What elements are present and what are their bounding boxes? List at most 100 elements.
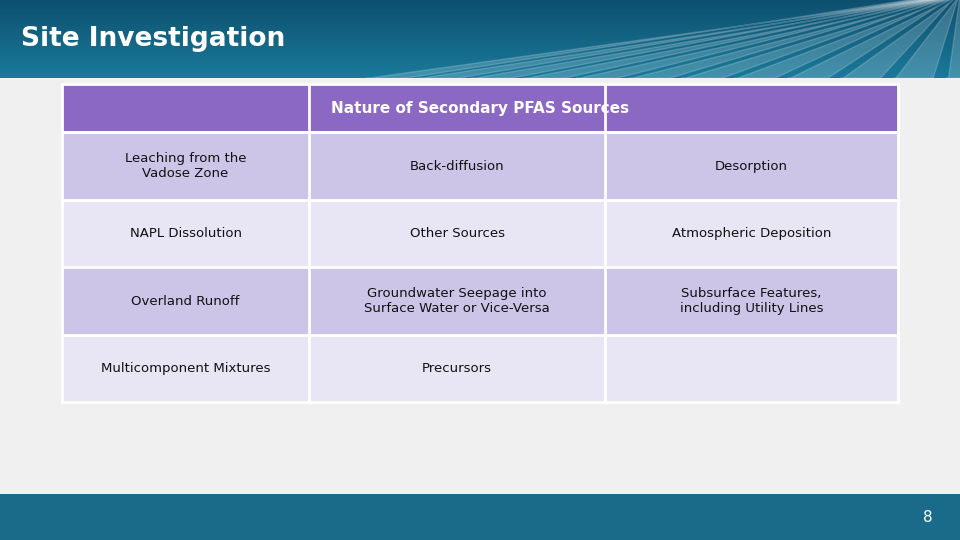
Bar [0,48,960,49]
Polygon shape [576,0,960,78]
Bar [0,46,960,47]
Text: Atmospheric Deposition: Atmospheric Deposition [672,227,831,240]
Bar [0,28,960,29]
Text: Subsurface Features,
including Utility Lines: Subsurface Features, including Utility L… [680,287,823,315]
Bar [0,57,960,58]
Polygon shape [840,0,960,78]
Polygon shape [734,0,960,78]
Bar [0,60,960,61]
Bar [0,32,960,33]
Bar [0,56,960,57]
Bar [0,63,960,64]
Bar [0,19,960,21]
Bar [62,84,898,132]
Bar [0,15,960,16]
Text: Nature of Secondary PFAS Sources: Nature of Secondary PFAS Sources [331,100,629,116]
Bar [0,8,960,9]
Bar [606,200,898,267]
Bar [0,26,960,28]
Bar [0,10,960,11]
Bar [0,42,960,43]
Bar [0,75,960,76]
Bar [0,68,960,69]
Bar [0,65,960,66]
Bar [0,24,960,25]
Bar [0,17,960,18]
Bar [606,267,898,335]
Polygon shape [629,0,960,78]
Bar [62,132,309,200]
Bar [0,11,960,12]
Bar [0,30,960,31]
Bar [309,267,606,335]
Bar [0,3,960,4]
Bar [0,18,960,19]
Bar [0,38,960,39]
Text: Precursors: Precursors [422,362,492,375]
Bar [0,53,960,54]
Text: Desorption: Desorption [715,159,788,173]
Polygon shape [946,0,960,78]
Text: Site Investigation: Site Investigation [21,26,285,52]
Bar [0,6,960,7]
Bar [62,200,309,267]
Bar [0,4,960,5]
Text: Groundwater Seepage into
Surface Water or Vice-Versa: Groundwater Seepage into Surface Water o… [364,287,550,315]
Polygon shape [365,0,960,78]
Bar [0,69,960,70]
Bar [0,50,960,51]
Bar [0,71,960,72]
Bar [0,52,960,53]
Bar [0,2,960,3]
Bar [0,16,960,17]
Bar [0,76,960,77]
Bar [0,5,960,6]
Bar [0,43,960,44]
Bar [0,14,960,15]
Bar [0,64,960,65]
Bar [309,335,606,402]
Bar [0,9,960,10]
Text: NAPL Dissolution: NAPL Dissolution [130,227,242,240]
Bar [0,77,960,78]
Bar [0,25,960,26]
Bar [0,44,960,45]
Bar [0,35,960,36]
Bar [0,23,960,24]
Bar [0,61,960,62]
Bar [0,54,960,55]
Bar [0,12,960,14]
Bar [62,335,309,402]
Bar [0,39,960,40]
Bar [0,40,960,42]
Polygon shape [787,0,960,78]
Polygon shape [470,0,960,78]
Bar [0,72,960,73]
Bar [0,47,960,48]
Bar [0,45,960,46]
Bar [309,132,606,200]
Polygon shape [682,0,960,78]
Bar [0,62,960,63]
Bar [62,267,309,335]
Bar [0,51,960,52]
Bar [0,59,960,60]
Text: Other Sources: Other Sources [410,227,505,240]
Bar [0,33,960,35]
Bar [0,37,960,38]
Bar [0,0,960,1]
Bar [0,49,960,50]
Bar [0,73,960,75]
Bar [606,335,898,402]
Bar [0,70,960,71]
Bar [0,494,960,540]
Bar [0,66,960,68]
Bar [0,58,960,59]
Bar [0,31,960,32]
Polygon shape [418,0,960,78]
Bar [309,200,606,267]
Bar [0,29,960,30]
Text: Overland Runoff: Overland Runoff [132,294,240,308]
Polygon shape [893,0,960,78]
Text: Leaching from the
Vadose Zone: Leaching from the Vadose Zone [125,152,247,180]
